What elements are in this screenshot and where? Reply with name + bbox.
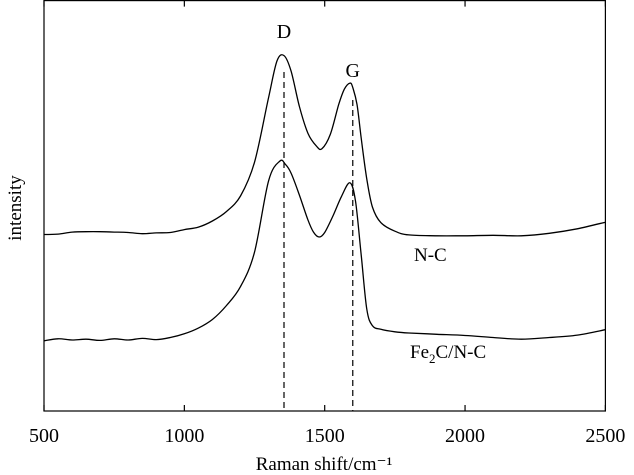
peak-label-D: D — [277, 21, 291, 43]
series-line-n-c — [43, 54, 606, 237]
x-tick-label: 2500 — [585, 425, 625, 447]
x-tick-label: 1500 — [305, 425, 345, 447]
x-tick-label: 500 — [29, 425, 59, 447]
x-tick-label: 2000 — [445, 425, 485, 447]
series-label-n-c: N-C — [414, 245, 447, 266]
x-tick-marks — [43, 0, 607, 411]
x-tick-label: 1000 — [164, 425, 204, 447]
series-line-fe2c-n-c — [43, 159, 606, 342]
spectrum-curves — [43, 54, 606, 342]
y-axis-title: intensity — [5, 175, 26, 241]
x-tick-labels: 500 1000 1500 2000 2500 — [29, 425, 625, 447]
series-labels: N-C Fe2C/N-C — [410, 245, 486, 366]
series-label-fe2c-n-c: Fe2C/N-C — [410, 342, 486, 366]
peak-marker-labels: DG — [277, 21, 360, 82]
peak-label-G: G — [346, 60, 360, 82]
peak-marker-lines — [283, 72, 354, 411]
x-axis-title: Raman shift/cm⁻¹ — [256, 454, 393, 475]
plot-frame — [43, 0, 607, 412]
